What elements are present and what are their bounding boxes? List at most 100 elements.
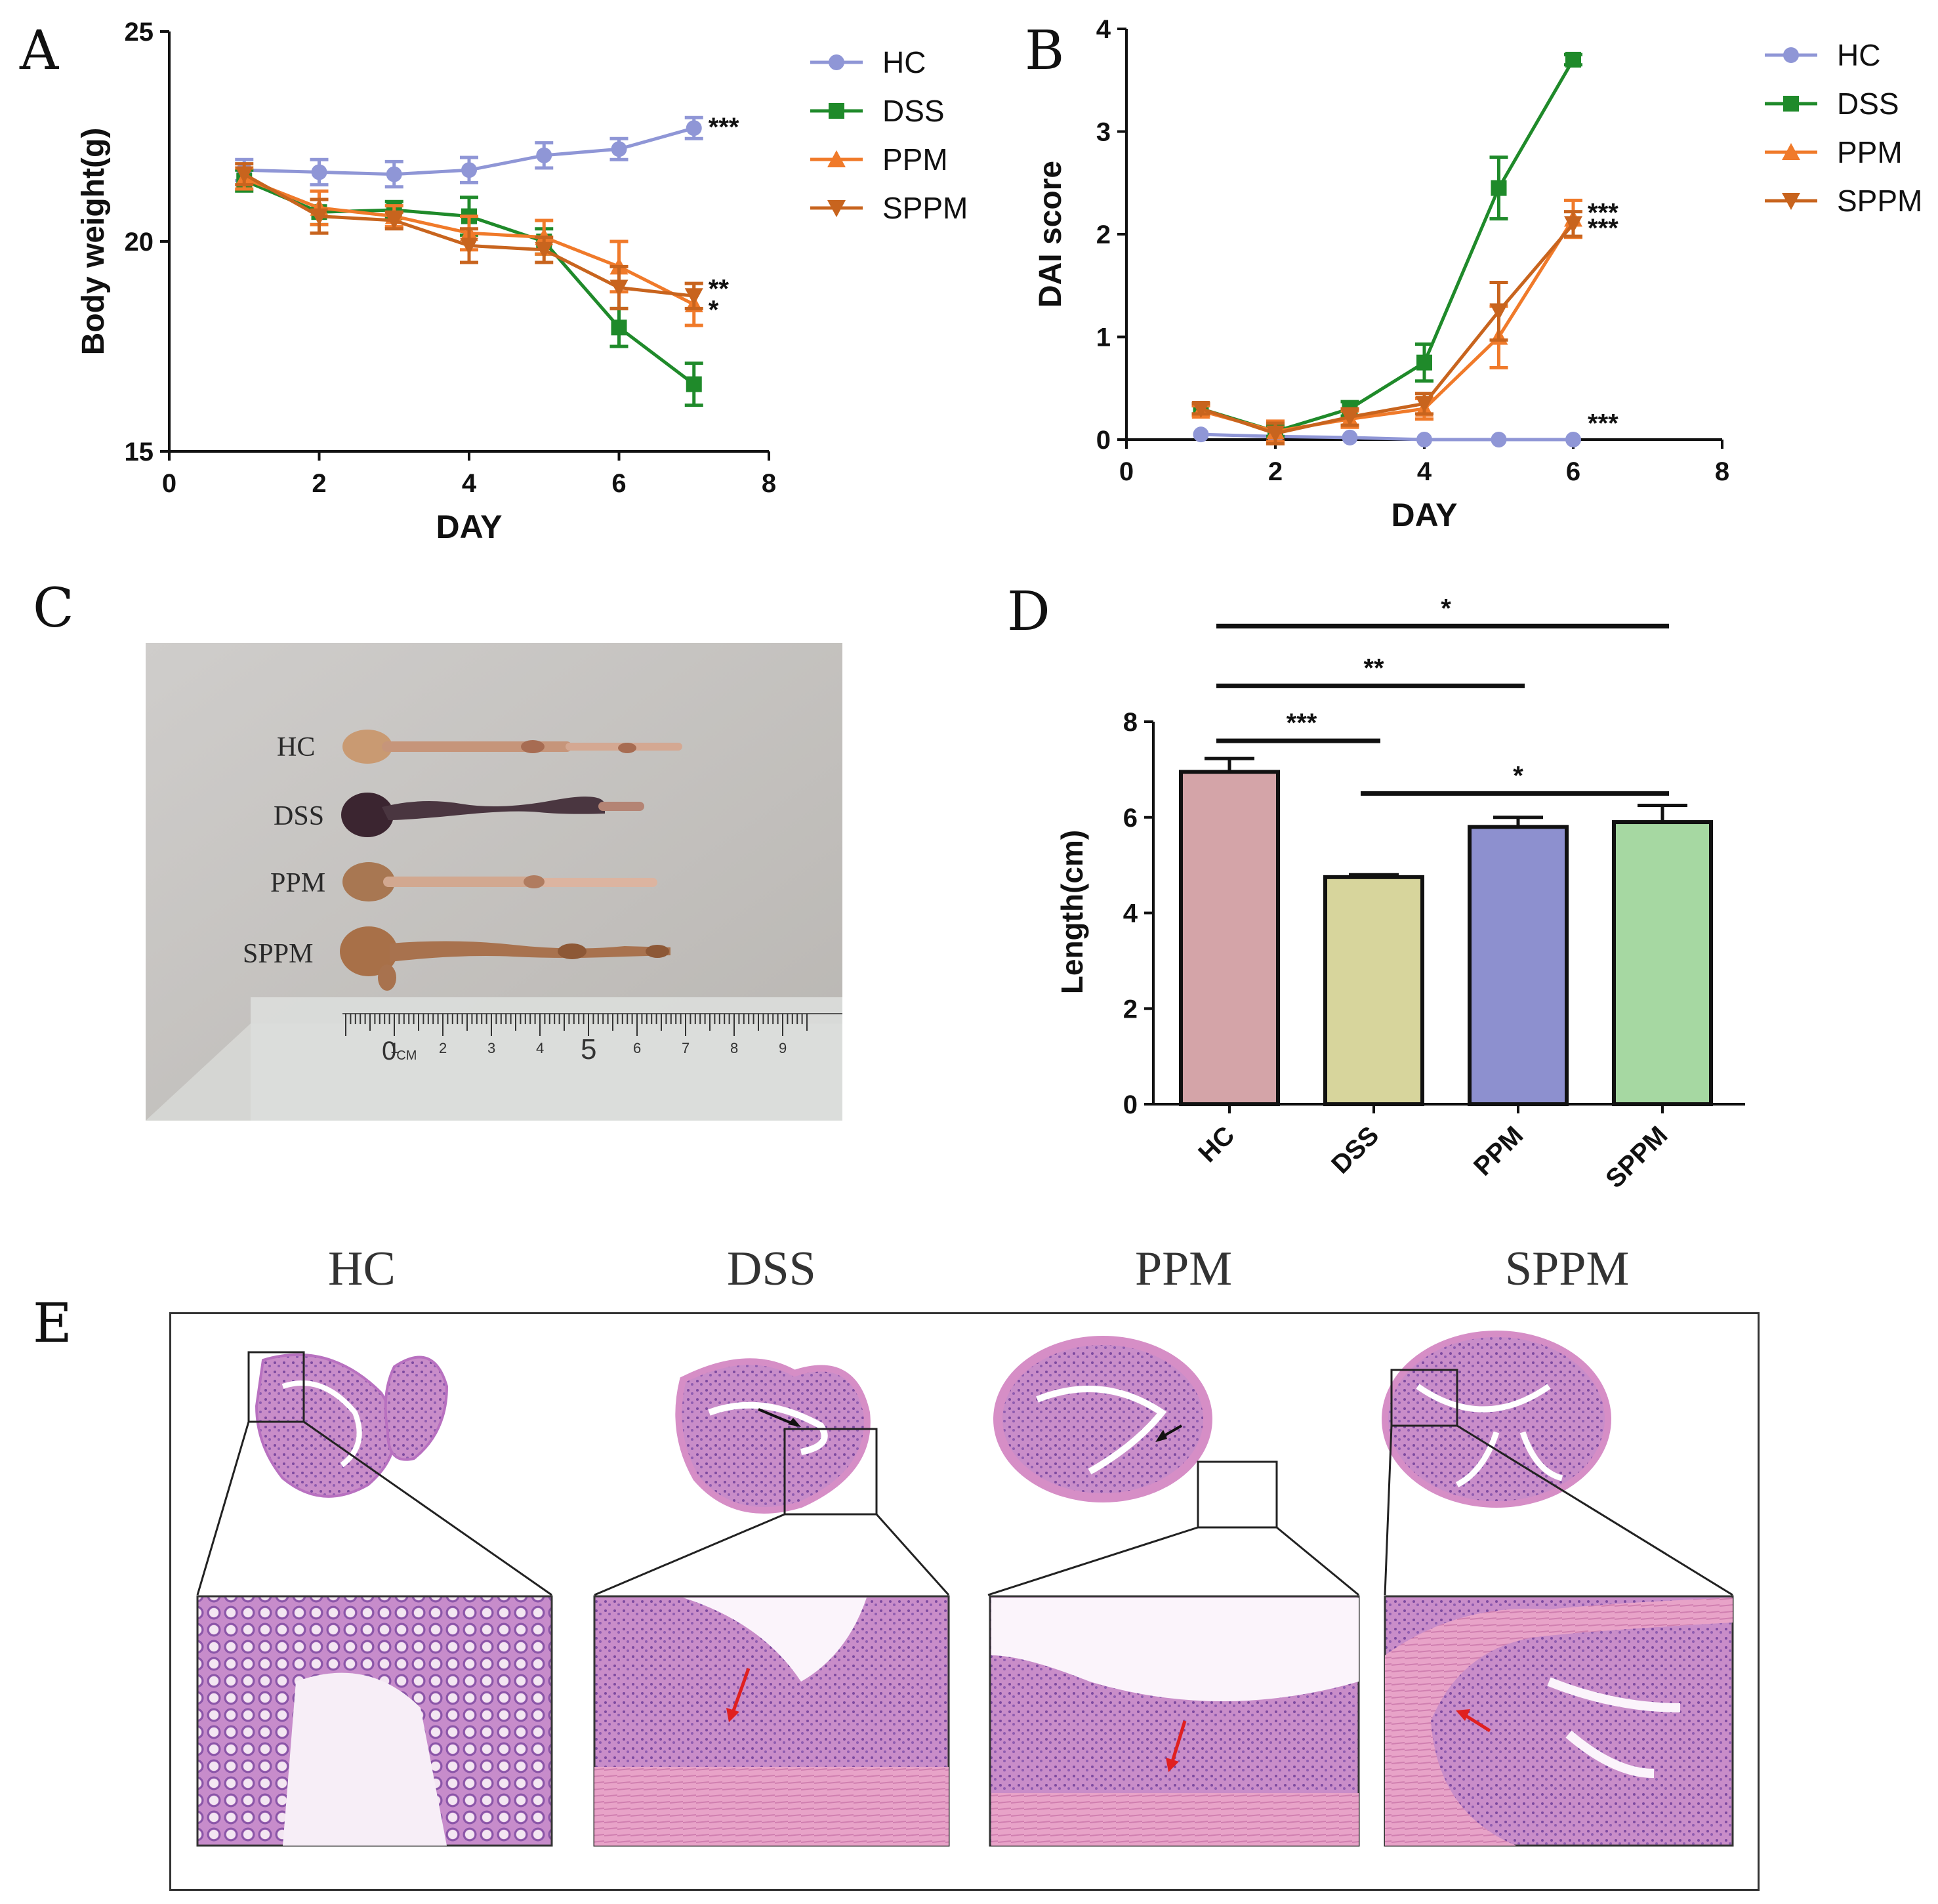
ruler-unit: CM bbox=[396, 1048, 417, 1063]
ruler-number: 7 bbox=[682, 1040, 690, 1056]
ruler-number: 3 bbox=[487, 1040, 496, 1056]
dai-legend-marker bbox=[1782, 143, 1800, 160]
bw-legend-label-sppm: SPPM bbox=[882, 191, 968, 225]
len-bar-dss bbox=[1323, 875, 1424, 1106]
dai-point-hc bbox=[1565, 432, 1581, 447]
ruler-number: 8 bbox=[730, 1040, 739, 1056]
dai-y-tick-label: 4 bbox=[1096, 15, 1111, 44]
dai-legend-marker bbox=[1783, 47, 1799, 63]
bw-point-dss bbox=[686, 376, 702, 392]
histo-ppm-overview bbox=[987, 1336, 1359, 1596]
bw-legend-label-hc: HC bbox=[882, 45, 926, 79]
dai-point-dss bbox=[1416, 354, 1432, 371]
histo-label-dss: DSS bbox=[727, 1242, 816, 1296]
bw-point-sppm bbox=[609, 279, 629, 297]
dai-y-tick-label: 2 bbox=[1096, 220, 1111, 249]
len-bar-sppm bbox=[1612, 820, 1713, 1106]
len-x-tick-label: HC bbox=[1193, 1121, 1240, 1168]
dai-legend-label-ppm: PPM bbox=[1837, 135, 1903, 169]
bw-y-tick-label: 20 bbox=[125, 228, 154, 257]
histo-ppm-zoom bbox=[989, 1595, 1360, 1847]
dai-point-sppm bbox=[1415, 396, 1433, 413]
dai-point-dss bbox=[1565, 51, 1581, 68]
bw-legend-label-dss: DSS bbox=[882, 94, 945, 128]
dai-x-label: DAY bbox=[1392, 497, 1458, 533]
dai-series-ppm bbox=[1200, 218, 1575, 434]
len-sig-label: * bbox=[1441, 594, 1451, 623]
len-y-tick-label: 0 bbox=[1123, 1090, 1138, 1119]
ruler-number: 9 bbox=[779, 1040, 787, 1056]
bw-point-sppm bbox=[310, 208, 329, 226]
histo-dss-zoom bbox=[593, 1595, 950, 1847]
photo-label-dss: DSS bbox=[274, 801, 325, 831]
bw-point-hc bbox=[386, 166, 402, 182]
photo-label-ppm: PPM bbox=[270, 868, 326, 898]
len-y-label: Length(cm) bbox=[1055, 830, 1089, 994]
bw-point-dss bbox=[611, 320, 627, 336]
len-y-tick-label: 6 bbox=[1123, 804, 1138, 833]
dai-point-sppm bbox=[1340, 409, 1359, 426]
histo-label-ppm: PPM bbox=[1135, 1242, 1233, 1296]
panel-label-d: D bbox=[1007, 581, 1050, 643]
ruler-zero: 0CM bbox=[382, 1037, 417, 1066]
len-y-tick-label: 8 bbox=[1123, 708, 1138, 737]
bw-point-sppm bbox=[535, 241, 554, 259]
dai-x-tick-label: 2 bbox=[1268, 457, 1283, 486]
dai-annotation: *** bbox=[1588, 214, 1618, 243]
dai-point-sppm bbox=[1564, 216, 1582, 234]
bw-x-tick-label: 2 bbox=[312, 469, 326, 498]
dai-y-label: DAI score bbox=[1033, 161, 1068, 308]
ruler-zero-digit: 0 bbox=[382, 1037, 397, 1066]
colon-hc bbox=[342, 730, 682, 764]
len-bar-ppm bbox=[1468, 825, 1569, 1106]
dai-x-tick-label: 8 bbox=[1715, 457, 1729, 486]
dai-point-sppm bbox=[1191, 401, 1210, 419]
dai-legend-label-hc: HC bbox=[1837, 38, 1880, 72]
bw-legend-marker bbox=[827, 200, 846, 217]
dai-x-tick-label: 4 bbox=[1417, 457, 1432, 486]
bw-x-tick-label: 0 bbox=[162, 469, 176, 498]
histo-dss-overview bbox=[594, 1358, 950, 1596]
dai-legend-label-sppm: SPPM bbox=[1837, 184, 1922, 218]
bw-legend-marker bbox=[827, 150, 846, 167]
ruler-number: 4 bbox=[536, 1040, 545, 1056]
dai-annotation: *** bbox=[1588, 409, 1618, 438]
dai-legend-marker bbox=[1782, 193, 1800, 210]
ruler-number: 5 bbox=[581, 1033, 597, 1066]
bw-y-label: Body weight(g) bbox=[76, 128, 111, 356]
dai-point-hc bbox=[1491, 432, 1507, 447]
dai-x-tick-label: 0 bbox=[1119, 457, 1134, 486]
photo-label-sppm: SPPM bbox=[243, 939, 314, 969]
dai-point-hc bbox=[1193, 426, 1209, 443]
bw-point-sppm bbox=[235, 166, 254, 184]
ruler-number: 1 bbox=[390, 1040, 399, 1056]
panel-label-b: B bbox=[1025, 20, 1065, 82]
bw-point-sppm bbox=[384, 213, 403, 230]
colon-ppm bbox=[342, 862, 657, 901]
bw-point-hc bbox=[461, 162, 477, 178]
dai-point-hc bbox=[1342, 429, 1358, 445]
ruler-number: 2 bbox=[439, 1040, 447, 1056]
bw-annotation: *** bbox=[709, 113, 739, 142]
len-y-tick-label: 4 bbox=[1123, 900, 1138, 928]
len-sig-label: *** bbox=[1287, 709, 1317, 737]
bw-point-sppm bbox=[684, 288, 703, 306]
ruler-number: 6 bbox=[633, 1040, 642, 1056]
dai-legend-marker bbox=[1783, 96, 1799, 112]
panel-label-c: C bbox=[33, 577, 74, 640]
len-x-tick-label: PPM bbox=[1468, 1121, 1529, 1181]
histo-label-hc: HC bbox=[328, 1242, 396, 1296]
len-bar-hc bbox=[1179, 770, 1280, 1106]
len-x-tick-label: SPPM bbox=[1600, 1121, 1673, 1193]
dai-point-sppm bbox=[1489, 303, 1508, 321]
dai-annotation: *** bbox=[1588, 199, 1618, 228]
bw-point-hc bbox=[686, 120, 702, 136]
histo-label-sppm: SPPM bbox=[1505, 1242, 1630, 1296]
bw-x-tick-label: 6 bbox=[611, 469, 626, 498]
bw-point-hc bbox=[536, 147, 552, 163]
dai-series-dss bbox=[1200, 58, 1575, 434]
ruler bbox=[146, 997, 842, 1121]
